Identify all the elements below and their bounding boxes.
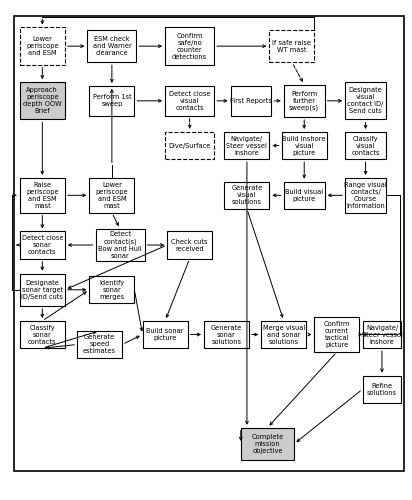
Bar [96,229,145,261]
Bar [363,321,401,348]
Text: First Reports: First Reports [230,98,272,104]
Bar [77,331,122,358]
Text: Build visual
picture: Build visual picture [285,189,323,202]
Text: Dive/Surface: Dive/Surface [169,142,211,148]
Text: ESM check
and Warner
clearance: ESM check and Warner clearance [93,36,131,56]
Bar [89,86,134,116]
Bar [282,132,327,160]
Bar [20,28,65,65]
Bar [284,84,325,117]
Bar [345,82,386,120]
Bar [165,28,214,65]
Bar [363,376,401,403]
Text: Identify
sonar
merges: Identify sonar merges [99,280,124,300]
Bar [20,232,65,258]
Bar [20,274,65,306]
Bar [87,30,136,62]
Text: Build sonar
picture: Build sonar picture [146,328,184,341]
Text: Generate
speed
estimates: Generate speed estimates [83,334,116,354]
Bar [20,178,65,212]
Bar [345,132,386,160]
Text: Classify
sonar
contacts: Classify sonar contacts [28,324,56,344]
Text: Generate
visual
solutions: Generate visual solutions [231,186,262,206]
Text: Lower
periscope
and ESM: Lower periscope and ESM [26,36,59,56]
Bar [225,182,269,209]
Text: Detect close
visual
contacts: Detect close visual contacts [169,91,211,111]
Text: If safe raise
WT mast: If safe raise WT mast [272,40,311,52]
Text: Lower
periscope
and ESM
mast: Lower periscope and ESM mast [96,182,128,209]
Text: Approach
periscope
depth OOW
Brief: Approach periscope depth OOW Brief [23,88,62,115]
Text: Perform
further
sweep(s): Perform further sweep(s) [289,90,319,111]
Bar [20,321,65,348]
Bar [20,82,65,120]
Bar [204,321,249,348]
Bar [165,132,214,160]
Bar [89,276,134,303]
Text: Raise
periscope
and ESM
mast: Raise periscope and ESM mast [26,182,59,209]
Bar [143,321,187,348]
Bar [165,86,214,116]
Text: Designate
visual
contact ID/
Send cuts: Designate visual contact ID/ Send cuts [347,88,384,115]
Text: Confirm
safe/no
counter
detections: Confirm safe/no counter detections [172,32,207,60]
Bar [225,132,269,160]
Text: Complete
mission
objective: Complete mission objective [251,434,283,454]
Text: Build inshore
visual
picture: Build inshore visual picture [283,136,326,156]
Bar [345,178,386,212]
Text: Confirm
current
tactical
picture: Confirm current tactical picture [324,321,350,348]
Bar [284,182,325,209]
Text: Navigate/
Steer vessel
inshore: Navigate/ Steer vessel inshore [227,136,267,156]
Text: Generate
sonar
solutions: Generate sonar solutions [211,324,242,344]
Text: Designate
sonar target
ID/Send cuts: Designate sonar target ID/Send cuts [21,280,63,300]
Bar [167,232,212,258]
Text: Classify
visual
contacts: Classify visual contacts [351,136,380,156]
Text: Refine
solutions: Refine solutions [367,382,397,396]
Text: Check cuts
received: Check cuts received [171,238,208,252]
Bar [231,86,272,116]
Text: Range visual
contacts/
Course
information: Range visual contacts/ Course informatio… [344,182,387,209]
Bar [261,321,306,348]
Bar [89,178,134,212]
Bar [241,428,294,460]
Text: Perform 1st
sweep: Perform 1st sweep [93,94,131,108]
Text: Detect close
sonar
contacts: Detect close sonar contacts [21,235,63,255]
Text: Detect
contact(s)
Bow and Hull
sonar: Detect contact(s) Bow and Hull sonar [98,232,142,259]
Bar [314,317,359,352]
Bar [269,30,314,62]
Text: Merge visual
and sonar
solutions: Merge visual and sonar solutions [262,324,305,344]
Text: Navigate/
Steer vessel
inshore: Navigate/ Steer vessel inshore [361,324,403,344]
